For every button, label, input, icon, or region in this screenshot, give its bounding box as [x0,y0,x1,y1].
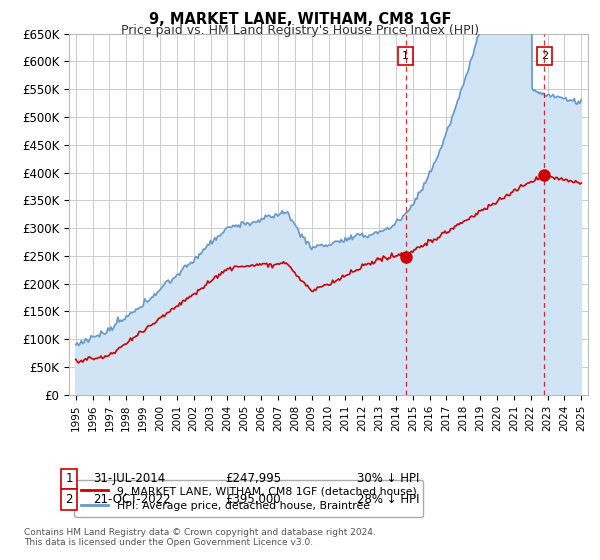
Text: 28% ↓ HPI: 28% ↓ HPI [357,493,419,506]
Text: £247,995: £247,995 [225,472,281,486]
Text: £395,000: £395,000 [225,493,281,506]
Text: 31-JUL-2014: 31-JUL-2014 [93,472,165,486]
Text: 1: 1 [65,472,73,486]
Text: Contains HM Land Registry data © Crown copyright and database right 2024.
This d: Contains HM Land Registry data © Crown c… [24,528,376,547]
Text: 1: 1 [402,51,409,61]
Text: Price paid vs. HM Land Registry's House Price Index (HPI): Price paid vs. HM Land Registry's House … [121,24,479,36]
Text: 21-OCT-2022: 21-OCT-2022 [93,493,170,506]
Text: 2: 2 [541,51,548,61]
Legend: 9, MARKET LANE, WITHAM, CM8 1GF (detached house), HPI: Average price, detached h: 9, MARKET LANE, WITHAM, CM8 1GF (detache… [74,480,423,517]
Text: 2: 2 [65,493,73,506]
Text: 30% ↓ HPI: 30% ↓ HPI [357,472,419,486]
Text: 9, MARKET LANE, WITHAM, CM8 1GF: 9, MARKET LANE, WITHAM, CM8 1GF [149,12,451,27]
